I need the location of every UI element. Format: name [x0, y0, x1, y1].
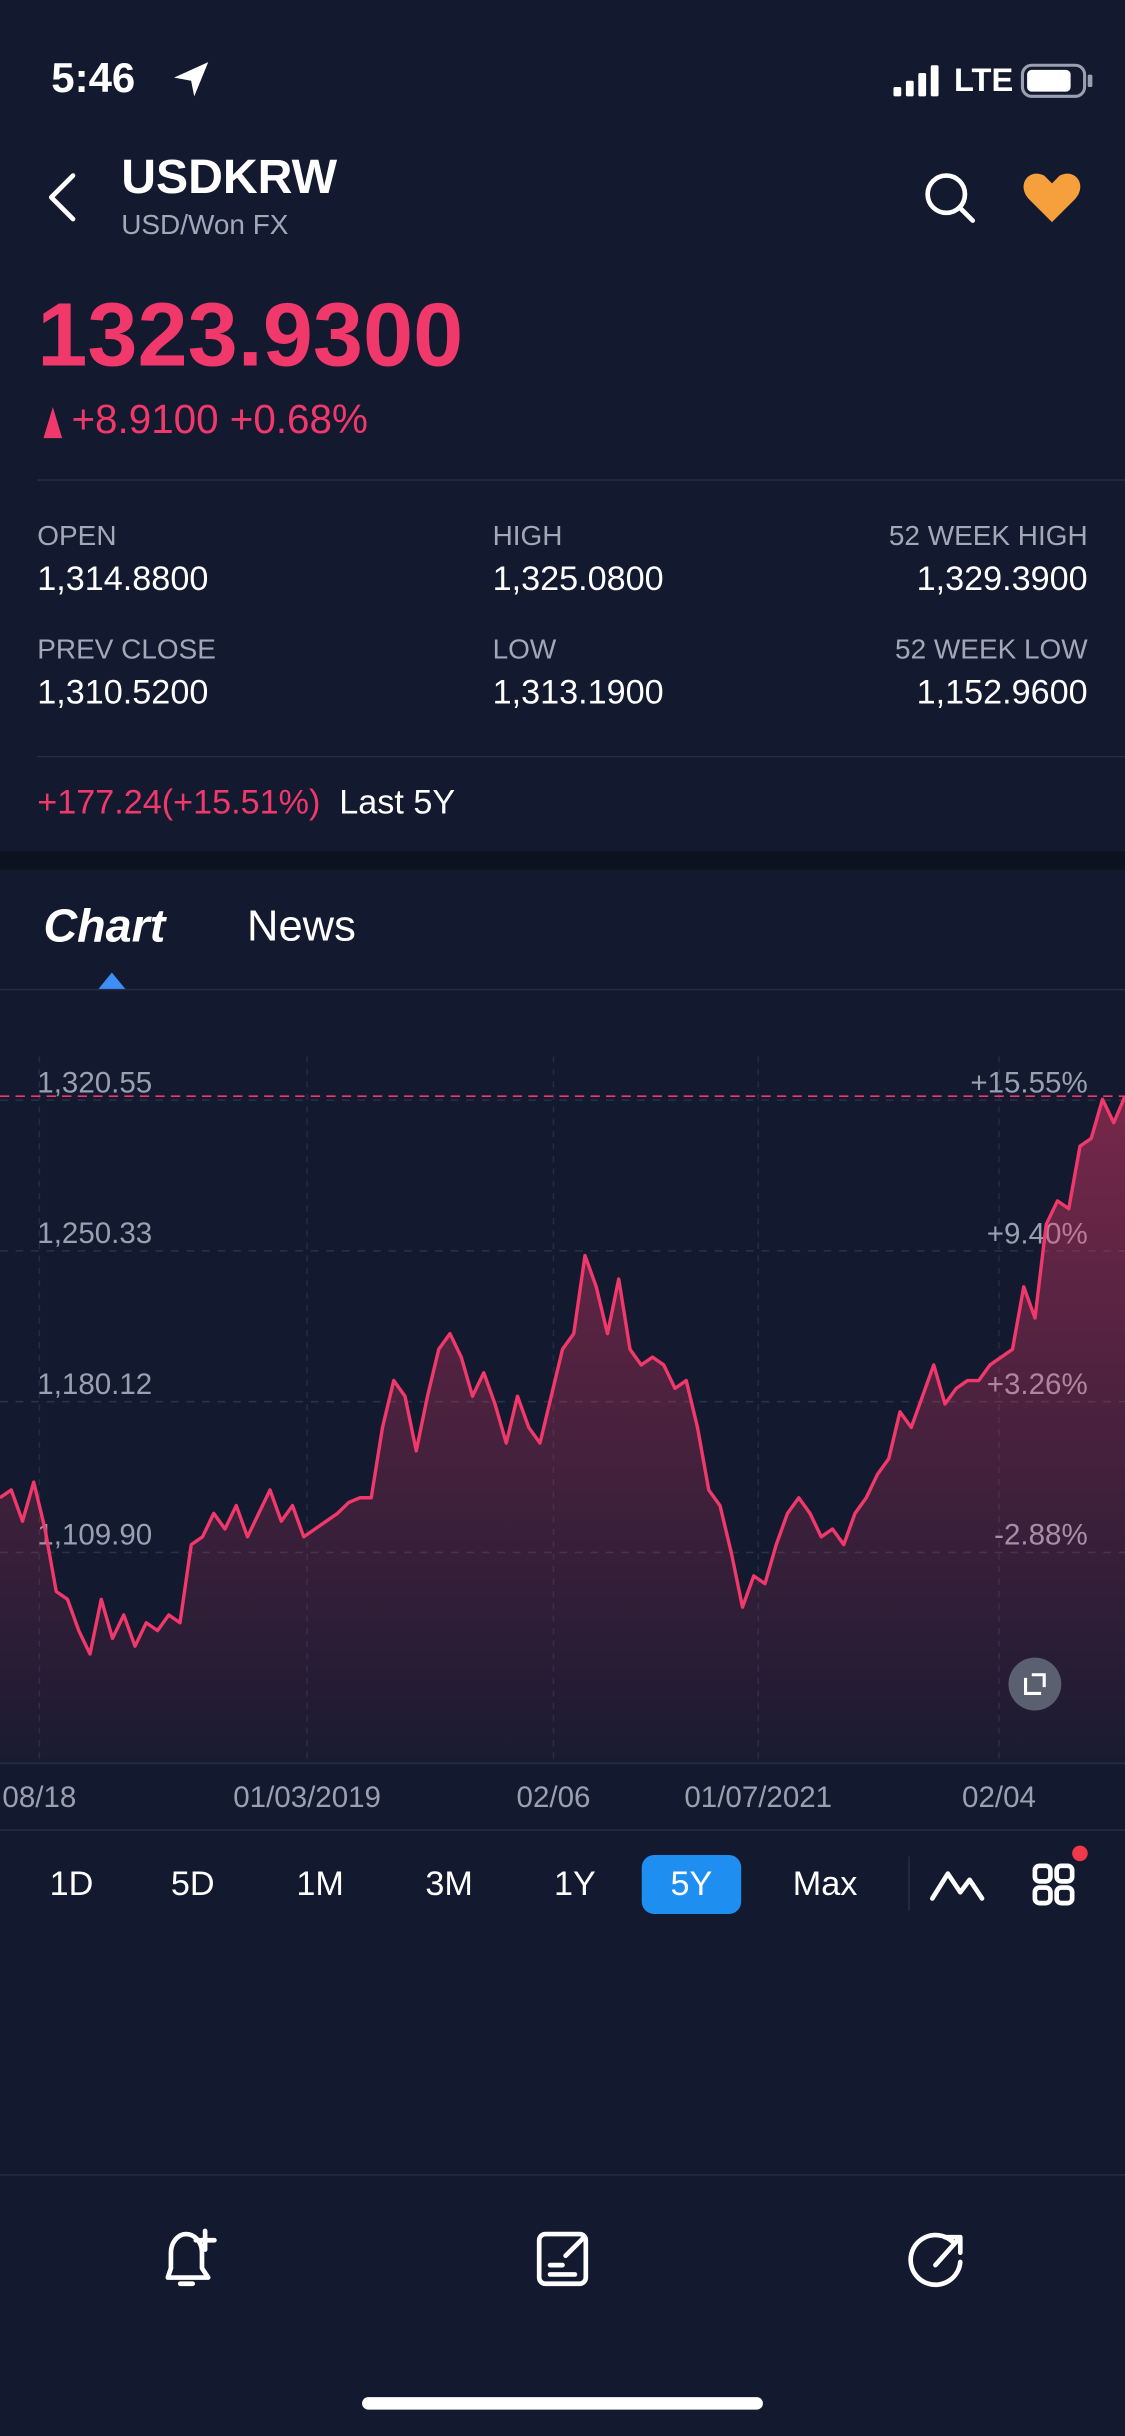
up-arrow — [43, 407, 63, 439]
tab-chart[interactable]: Chart — [44, 899, 168, 951]
range-button[interactable]: 5D — [171, 1865, 215, 1903]
range-button[interactable]: 1Y — [554, 1865, 596, 1903]
subtitle: USD/Won FX — [121, 209, 289, 240]
y-tick-label: 1,250.33 — [37, 1217, 152, 1250]
share-button[interactable] — [908, 2232, 963, 2288]
location-icon — [174, 62, 209, 97]
section-separator — [0, 851, 1125, 870]
y-tick-label: 1,109.90 — [37, 1519, 152, 1552]
status-time: 5:46 — [51, 54, 135, 101]
x-tick-label: 08/18 — [2, 1781, 76, 1814]
network-label: LTE — [954, 61, 1013, 98]
performance-period: Last 5Y — [339, 784, 455, 822]
symbol: USDKRW — [121, 150, 337, 204]
performance-change: +177.24(+15.51%) — [37, 784, 320, 822]
tab-news[interactable]: News — [247, 903, 356, 951]
tab-indicator — [97, 972, 126, 990]
y2-tick-label: +15.55% — [970, 1066, 1087, 1099]
signal-icon — [893, 65, 939, 97]
expand-button[interactable] — [1008, 1657, 1062, 1711]
stat-label: OPEN — [37, 520, 116, 551]
range-button[interactable]: 1M — [296, 1865, 343, 1903]
stat-label: HIGH — [493, 520, 563, 551]
y-tick-label: 1,320.55 — [37, 1066, 152, 1099]
chart: 1,320.551,250.331,180.121,109.90+15.55%+… — [0, 1056, 1125, 1814]
x-tick-label: 02/06 — [517, 1781, 591, 1814]
stat-label: 52 WEEK HIGH — [889, 520, 1088, 551]
battery-icon — [1020, 63, 1093, 98]
home-indicator — [362, 2397, 763, 2410]
stat-value: 1,325.0800 — [493, 560, 664, 598]
stat-label: LOW — [493, 633, 557, 664]
stat-value: 1,329.3900 — [917, 560, 1088, 598]
stat-value: 1,152.9600 — [917, 673, 1088, 711]
search-button[interactable] — [925, 173, 976, 223]
range-button[interactable]: Max — [793, 1865, 858, 1903]
performance: +177.24(+15.51%) Last 5Y — [37, 784, 455, 822]
stat-label: 52 WEEK LOW — [895, 633, 1088, 664]
x-tick-label: 01/07/2021 — [684, 1781, 832, 1814]
range-button[interactable]: 3M — [425, 1865, 472, 1903]
stat-value: 1,310.5200 — [37, 673, 208, 711]
stat-value: 1,314.8800 — [37, 560, 208, 598]
range-selector: 1D 5D 1M 3M 1Y 5Y Max — [50, 1854, 858, 1914]
area-fill — [0, 1096, 1125, 1764]
chart-style-button[interactable] — [929, 1871, 985, 1901]
x-tick-label: 02/04 — [962, 1781, 1036, 1814]
range-highlight — [641, 1854, 742, 1914]
price-change: +8.9100 +0.68% — [71, 396, 367, 442]
back-button[interactable] — [48, 173, 76, 222]
range-button[interactable]: 5Y — [671, 1865, 713, 1903]
stat-value: 1,313.1900 — [493, 673, 664, 711]
alert-button[interactable] — [165, 2228, 217, 2287]
stat-label: PREV CLOSE — [37, 633, 216, 664]
x-tick-label: 01/03/2019 — [233, 1781, 381, 1814]
indicators-button[interactable] — [1032, 1845, 1088, 1906]
range-button[interactable]: 1D — [50, 1865, 94, 1903]
note-button[interactable] — [536, 2231, 589, 2287]
price: 1323.9300 — [37, 285, 463, 386]
y-tick-label: 1,180.12 — [37, 1368, 152, 1401]
price-line — [0, 1095, 1125, 1656]
favorite-button[interactable] — [1023, 173, 1081, 223]
